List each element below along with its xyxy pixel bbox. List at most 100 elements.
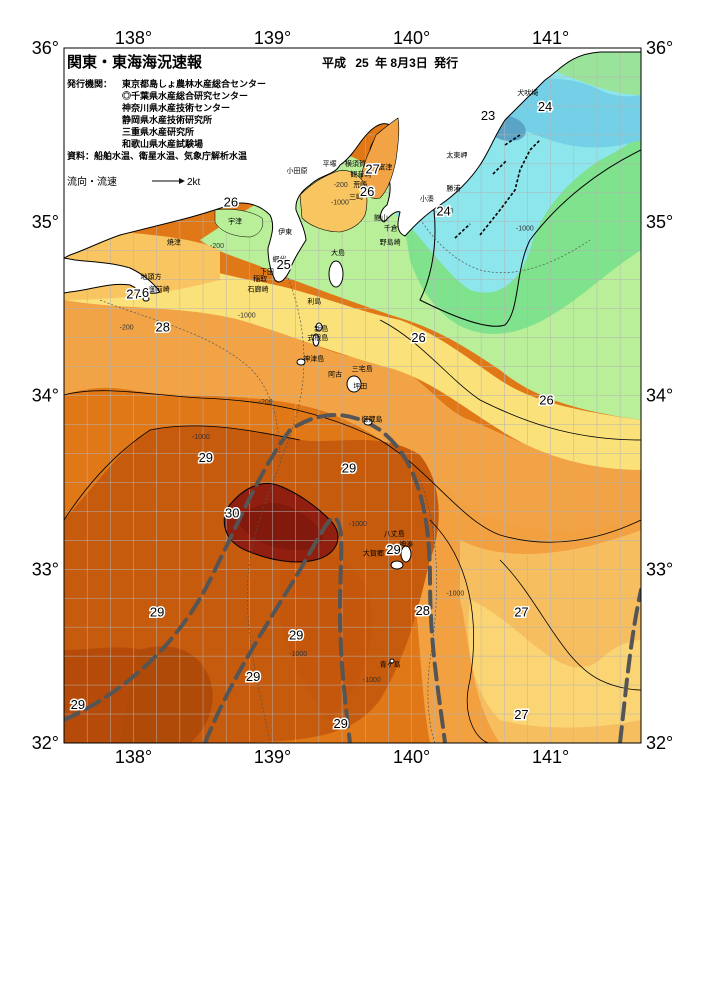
place-label: 御前崎 (149, 284, 170, 293)
place-label: 稲取 (253, 274, 267, 283)
issuer-line: 神奈川県水産技術センター (122, 102, 230, 113)
isotherm-label: 29 (386, 542, 400, 557)
depth-label: -200 (120, 324, 134, 331)
issue-suffix: 発行 (433, 55, 458, 70)
current-legend-label: 流向・流速 (67, 175, 117, 188)
issuer-line: 静岡県水産技術研究所 (122, 114, 212, 125)
depth-label: -200 (334, 182, 348, 189)
isotherm-label: 27 (514, 605, 528, 620)
isotherm-label: 26 (135, 285, 149, 300)
kuroshio-axis (64, 413, 641, 743)
depth-label: -1000 (331, 199, 349, 206)
place-label: 式根島 (307, 333, 328, 342)
place-label: 富津 (378, 163, 392, 172)
data-sources: 資料：船舶水温、衛星水温、気象庁解析水温 (67, 150, 247, 161)
isotherm-label: 29 (246, 669, 260, 684)
isotherm-label: 29 (342, 460, 356, 475)
isotherm-label: 28 (155, 320, 169, 335)
isotherm-label: 24 (436, 203, 450, 218)
longitude-ticks-bottom: 138° 139° 140° 141° (115, 747, 569, 767)
depth-labels: -200 -1000 -200 -1000 -200 -1000 -200 -200 -1000… (120, 182, 534, 684)
place-label: 三宅島 (352, 364, 373, 373)
issue-month-day: 8月3日 (390, 56, 427, 70)
issue-date: 平成 25 年 8月3日 発行 (322, 55, 458, 70)
issuer-line: 和歌山県水産試験場 (121, 138, 203, 149)
lat-tick-label: 32° (32, 733, 59, 753)
place-label: 網代 (273, 255, 287, 264)
place-label: 観音崎 (350, 170, 371, 179)
longitude-ticks-top: 138° 139° 140° 141° (115, 28, 569, 48)
lat-tick-label: 33° (32, 559, 59, 579)
depth-label: -1000 (446, 590, 464, 597)
latitude-ticks-left: 36° 35° 34° 33° 32° (32, 38, 59, 753)
depth-label: -1000 (289, 651, 307, 658)
place-label: 青ヶ島 (380, 660, 401, 669)
place-label: 大賀郷 (363, 548, 384, 557)
lat-tick-label: 34° (32, 386, 59, 406)
place-label: 坪田 (353, 383, 367, 391)
lat-tick-label: 35° (646, 212, 673, 232)
place-label: 小湊 (420, 194, 434, 203)
place-label: 神津島 (303, 354, 324, 363)
depth-label: -200 (439, 208, 453, 215)
issuers-label: 発行機関： (66, 78, 112, 89)
isotherm-label: 25 (276, 257, 290, 272)
isotherm-label: 29 (289, 627, 303, 642)
lon-tick-label: 139° (254, 747, 291, 767)
place-label: 八丈島 (384, 529, 405, 538)
lat-tick-label: 36° (32, 38, 59, 58)
isotherm-label: 26 (360, 184, 374, 199)
issuer-line: ◎千葉県水産総合研究センター (122, 90, 248, 101)
lon-tick-label: 141° (532, 747, 569, 767)
current-arrows (454, 134, 541, 239)
issue-era: 平成 (322, 55, 346, 70)
latitude-ticks-right: 36° 35° 34° 33° 32° (646, 38, 673, 753)
isotherm-label: 29 (199, 450, 213, 465)
isotherm-label: 29 (333, 716, 347, 731)
place-label: 神湊 (399, 540, 413, 549)
place-label: 地頭方 (140, 272, 161, 281)
issuer-line: 三重県水産研究所 (122, 126, 194, 137)
depth-label: -1000 (516, 225, 534, 232)
lon-tick-label: 138° (115, 28, 152, 48)
current-legend-speed: 2kt (187, 177, 201, 188)
depth-label: -200 (259, 399, 273, 406)
place-label: 阿古 (328, 369, 342, 378)
place-label: 利島 (307, 296, 321, 305)
place-label: 千倉 (384, 223, 398, 232)
lon-tick-label: 141° (532, 28, 569, 48)
lat-tick-label: 34° (646, 386, 673, 406)
isotherm-label: 27 (365, 162, 379, 177)
place-label: 新島 (314, 324, 328, 333)
depth-label: -1000 (363, 677, 381, 684)
isotherm-label: 29 (71, 697, 85, 712)
place-label: 石廊崎 (248, 284, 269, 293)
isotherm-label: 23 (481, 108, 495, 123)
isotherm-label: 26 (224, 195, 238, 210)
lon-tick-label: 140° (393, 28, 430, 48)
place-label: 荒崎 (353, 180, 367, 189)
place-label: 焼津 (167, 237, 181, 246)
place-label: 野島崎 (380, 237, 401, 246)
place-label: 宇津 (228, 216, 242, 225)
place-label: 犬吠埼 (517, 88, 538, 97)
isotherm-label: 27 (126, 287, 140, 302)
depth-label: -200 (210, 243, 224, 250)
lon-tick-label: 138° (115, 747, 152, 767)
place-label: 太東岬 (446, 150, 467, 159)
place-label: 伊東 (278, 227, 292, 236)
isotherm-labels: 2324242526262626262727272728282929292929… (69, 98, 555, 733)
depth-label: -1000 (349, 521, 367, 528)
lon-tick-label: 139° (254, 28, 291, 48)
place-label: 館山 (374, 213, 388, 222)
place-label: 小田原 (286, 166, 307, 175)
land-masses (64, 48, 641, 664)
map-body (64, 48, 641, 743)
issuer-line: 東京都島しょ農林水産総合センター (122, 78, 266, 89)
coastal-sea-zones (214, 117, 400, 238)
depth-label: -1000 (238, 312, 256, 319)
isotherm-label: 30 (225, 506, 239, 521)
isotherm-label: 27 (514, 707, 528, 722)
